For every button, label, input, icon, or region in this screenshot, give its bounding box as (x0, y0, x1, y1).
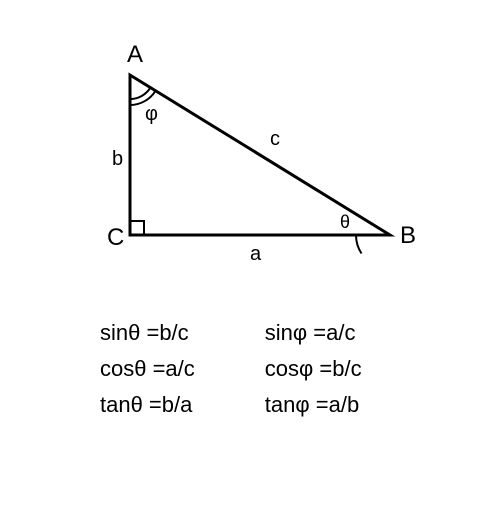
triangle-diagram: A B Ca b c φ θ (0, 0, 500, 500)
phi-angle-arc (130, 88, 150, 99)
formula-theta-0: sinθ =b/c (100, 315, 195, 351)
label-vertex_C: C (107, 224, 124, 251)
formulas-block: sinθ =b/ccosθ =a/ctanθ =b/a sinφ =a/ccos… (100, 315, 362, 423)
formula-phi-0: sinφ =a/c (265, 315, 362, 351)
right-angle-marker (130, 221, 144, 235)
formula-phi-2: tanφ =a/b (265, 387, 362, 423)
label-theta: θ (340, 212, 350, 232)
label-side_c: c (270, 128, 280, 150)
label-side_a: a (250, 243, 262, 265)
formula-theta-1: cosθ =a/c (100, 351, 195, 387)
theta-angle-arc (356, 235, 361, 254)
label-vertex_A: A (127, 41, 143, 68)
triangle-svg: A B Ca b c φ θ (0, 0, 500, 500)
label-side_b: b (112, 148, 123, 170)
label-vertex_B: B (400, 222, 416, 249)
formula-column-theta: sinθ =b/ccosθ =a/ctanθ =b/a (100, 315, 195, 423)
formula-theta-2: tanθ =b/a (100, 387, 195, 423)
label-phi: φ (145, 103, 158, 125)
triangle-shape (130, 75, 390, 235)
formula-phi-1: cosφ =b/c (265, 351, 362, 387)
formula-column-phi: sinφ =a/ccosφ =b/ctanφ =a/b (265, 315, 362, 423)
